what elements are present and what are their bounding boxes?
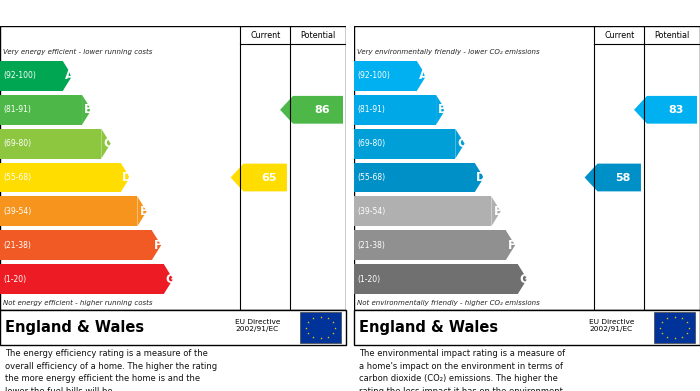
Bar xyxy=(0,163,120,192)
Text: B: B xyxy=(84,103,93,116)
Bar xyxy=(0,95,82,125)
Text: 65: 65 xyxy=(261,172,277,183)
Text: Energy Efficiency Rating: Energy Efficiency Rating xyxy=(5,8,155,18)
Bar xyxy=(354,230,506,260)
Polygon shape xyxy=(634,96,697,124)
Text: Not energy efficient - higher running costs: Not energy efficient - higher running co… xyxy=(3,300,153,306)
Text: A: A xyxy=(65,70,74,83)
Text: Potential: Potential xyxy=(300,30,335,39)
Text: D: D xyxy=(476,171,486,184)
Polygon shape xyxy=(120,163,130,192)
Bar xyxy=(354,196,491,226)
Text: (1-20): (1-20) xyxy=(3,274,26,283)
Text: (39-54): (39-54) xyxy=(3,207,31,216)
Text: Current: Current xyxy=(250,30,280,39)
Bar xyxy=(0,61,63,91)
Text: (69-80): (69-80) xyxy=(3,139,31,148)
Polygon shape xyxy=(584,163,641,191)
Text: EU Directive
2002/91/EC: EU Directive 2002/91/EC xyxy=(589,319,635,332)
Bar xyxy=(354,264,518,294)
Polygon shape xyxy=(102,129,111,158)
Text: Not environmentally friendly - higher CO₂ emissions: Not environmentally friendly - higher CO… xyxy=(357,300,540,306)
Bar xyxy=(0,196,137,226)
Polygon shape xyxy=(436,95,445,125)
FancyBboxPatch shape xyxy=(300,312,341,343)
Text: G: G xyxy=(519,273,529,285)
Polygon shape xyxy=(491,196,500,226)
Text: F: F xyxy=(154,239,162,252)
Text: Environmental Impact (CO₂) Rating: Environmental Impact (CO₂) Rating xyxy=(359,8,573,18)
Polygon shape xyxy=(230,163,287,191)
Polygon shape xyxy=(63,61,72,91)
Text: EU Directive
2002/91/EC: EU Directive 2002/91/EC xyxy=(235,319,281,332)
Polygon shape xyxy=(416,61,426,91)
Text: The environmental impact rating is a measure of
a home's impact on the environme: The environmental impact rating is a mea… xyxy=(359,349,566,391)
Text: (92-100): (92-100) xyxy=(357,72,390,81)
Polygon shape xyxy=(152,230,161,260)
Text: D: D xyxy=(122,171,132,184)
Text: (55-68): (55-68) xyxy=(3,173,31,182)
Text: Very environmentally friendly - lower CO₂ emissions: Very environmentally friendly - lower CO… xyxy=(357,48,540,55)
Text: The energy efficiency rating is a measure of the
overall efficiency of a home. T: The energy efficiency rating is a measur… xyxy=(5,349,217,391)
Text: (55-68): (55-68) xyxy=(357,173,385,182)
Text: (69-80): (69-80) xyxy=(357,139,385,148)
Bar xyxy=(354,129,455,158)
Text: (92-100): (92-100) xyxy=(3,72,36,81)
Text: Very energy efficient - lower running costs: Very energy efficient - lower running co… xyxy=(3,48,153,55)
Text: C: C xyxy=(104,137,112,150)
Polygon shape xyxy=(82,95,92,125)
Polygon shape xyxy=(475,163,484,192)
Polygon shape xyxy=(506,230,515,260)
Text: (81-91): (81-91) xyxy=(357,105,385,114)
Text: (21-38): (21-38) xyxy=(3,241,31,250)
Polygon shape xyxy=(455,129,465,158)
Text: B: B xyxy=(438,103,447,116)
Text: (21-38): (21-38) xyxy=(357,241,385,250)
Bar xyxy=(354,163,475,192)
Text: F: F xyxy=(508,239,517,252)
Bar xyxy=(354,95,436,125)
Text: G: G xyxy=(165,273,175,285)
Text: (81-91): (81-91) xyxy=(3,105,31,114)
Text: England & Wales: England & Wales xyxy=(5,320,144,335)
Text: Potential: Potential xyxy=(654,30,690,39)
Text: 86: 86 xyxy=(314,105,330,115)
Bar xyxy=(354,61,416,91)
Text: 83: 83 xyxy=(668,105,683,115)
Text: C: C xyxy=(457,137,466,150)
Text: E: E xyxy=(140,205,148,218)
Polygon shape xyxy=(518,264,527,294)
Bar xyxy=(0,264,164,294)
Bar xyxy=(0,230,152,260)
Polygon shape xyxy=(280,96,343,124)
Text: (1-20): (1-20) xyxy=(357,274,380,283)
Polygon shape xyxy=(164,264,173,294)
Text: A: A xyxy=(419,70,428,83)
Bar xyxy=(0,129,102,158)
Text: E: E xyxy=(494,205,502,218)
Text: Current: Current xyxy=(604,30,634,39)
FancyBboxPatch shape xyxy=(654,312,695,343)
Text: England & Wales: England & Wales xyxy=(359,320,498,335)
Text: (39-54): (39-54) xyxy=(357,207,385,216)
Polygon shape xyxy=(137,196,147,226)
Text: 58: 58 xyxy=(615,172,631,183)
